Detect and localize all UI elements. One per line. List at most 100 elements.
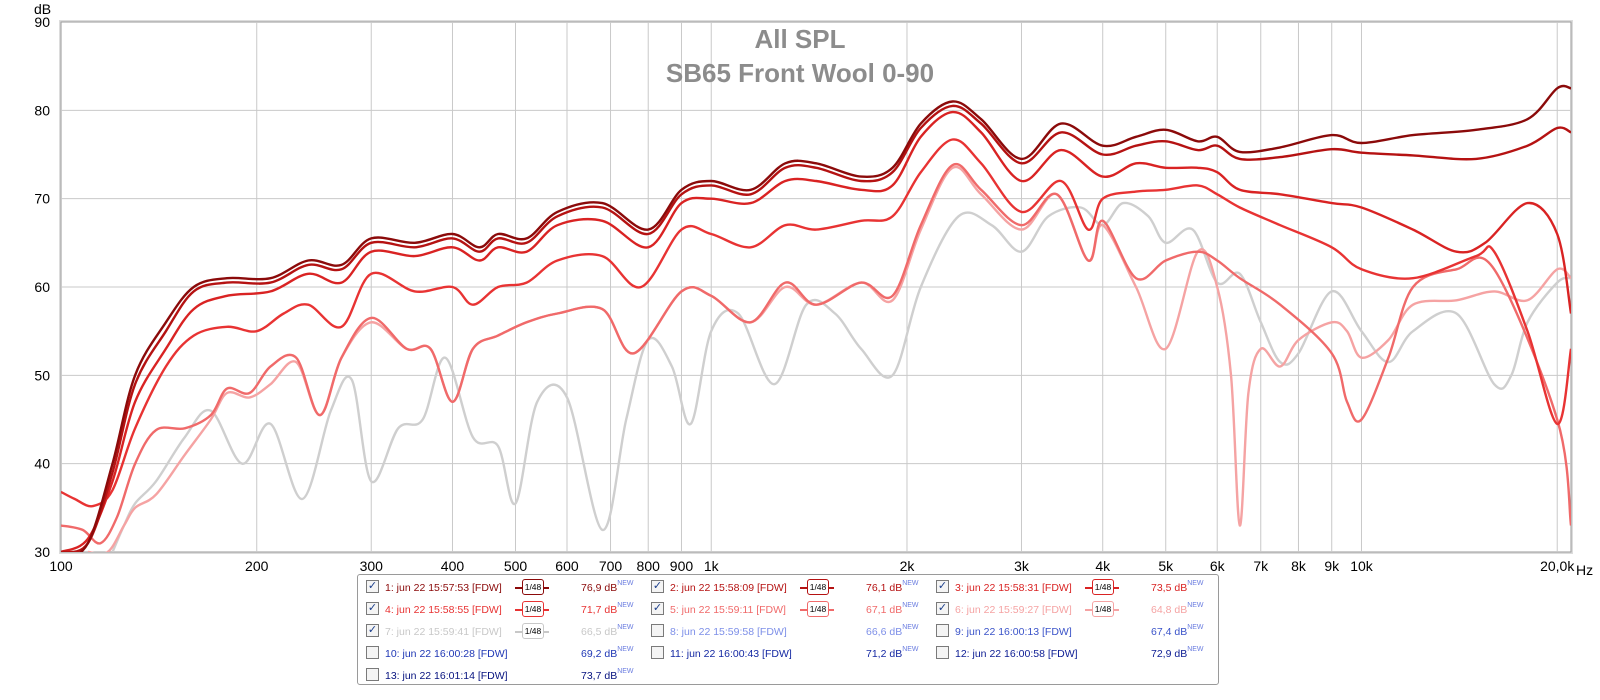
legend-value-text: 69,2 dB bbox=[581, 648, 618, 660]
legend-item: 9: jun 22 16:00:13 [FDW] 67,4 dBNEW bbox=[936, 623, 1216, 641]
smoothing-badge[interactable]: 1/48 bbox=[800, 579, 834, 595]
x-tick-label: 6k bbox=[1210, 558, 1226, 574]
x-tick-label: 1k bbox=[704, 558, 720, 574]
legend-value-text: 66,6 dB bbox=[866, 626, 903, 638]
smoothing-label: 1/48 bbox=[807, 579, 829, 595]
smoothing-badge[interactable]: 1/48 bbox=[515, 623, 549, 639]
chart-subtitle: SB65 Front Wool 0-90 bbox=[666, 58, 934, 88]
grid bbox=[61, 22, 1571, 552]
legend-label: 13: jun 22 16:01:14 [FDW] bbox=[385, 670, 508, 682]
y-tick-label: 50 bbox=[34, 367, 50, 383]
legend-checkbox[interactable]: ✓ bbox=[366, 580, 379, 593]
legend-checkbox[interactable] bbox=[651, 624, 664, 637]
legend-value-text: 73,5 dB bbox=[1151, 582, 1188, 594]
smoothing-badge[interactable]: 1/48 bbox=[1085, 579, 1119, 595]
y-tick-label: 40 bbox=[34, 456, 50, 472]
new-badge: NEW bbox=[1187, 646, 1204, 653]
new-badge: NEW bbox=[902, 580, 919, 587]
legend-value-text: 71,2 dB bbox=[866, 648, 903, 660]
legend-item: 11: jun 22 16:00:43 [FDW] 71,2 dBNEW bbox=[651, 645, 931, 663]
new-badge: NEW bbox=[617, 624, 634, 631]
smoothing-label: 1/48 bbox=[522, 601, 544, 617]
legend-label: 3: jun 22 15:58:31 [FDW] bbox=[955, 582, 1072, 594]
x-tick-label: 10k bbox=[1350, 558, 1374, 574]
legend-label: 1: jun 22 15:57:53 [FDW] bbox=[385, 582, 502, 594]
x-tick-label: 20,0k bbox=[1540, 558, 1575, 574]
x-tick-label: 9k bbox=[1324, 558, 1340, 574]
y-tick-label: 60 bbox=[34, 279, 50, 295]
legend-item: ✓ 1: jun 22 15:57:53 [FDW] 1/48 76,9 dBNEW bbox=[366, 579, 646, 597]
legend-value: 73,5 dBNEW bbox=[1151, 580, 1204, 594]
x-tick-label: 2k bbox=[900, 558, 916, 574]
legend-value: 66,5 dBNEW bbox=[581, 624, 634, 638]
legend-item: ✓ 4: jun 22 15:58:55 [FDW] 1/48 71,7 dBNEW bbox=[366, 601, 646, 619]
x-tick-label: 5k bbox=[1158, 558, 1174, 574]
legend-item: ✓ 2: jun 22 15:58:09 [FDW] 1/48 76,1 dBNEW bbox=[651, 579, 931, 597]
new-badge: NEW bbox=[902, 624, 919, 631]
legend-checkbox[interactable]: ✓ bbox=[936, 580, 949, 593]
legend-item: 8: jun 22 15:59:58 [FDW] 66,6 dBNEW bbox=[651, 623, 931, 641]
smoothing-badge[interactable]: 1/48 bbox=[1085, 601, 1119, 617]
legend-value-text: 76,1 dB bbox=[866, 582, 903, 594]
legend-item: 13: jun 22 16:01:14 [FDW] 73,7 dBNEW bbox=[366, 667, 646, 685]
legend-value-text: 66,5 dB bbox=[581, 626, 618, 638]
new-badge: NEW bbox=[902, 646, 919, 653]
legend-checkbox[interactable]: ✓ bbox=[651, 602, 664, 615]
legend-checkbox[interactable]: ✓ bbox=[366, 602, 379, 615]
series-line-7 bbox=[111, 201, 1571, 552]
legend-value: 67,1 dBNEW bbox=[866, 602, 919, 616]
legend-label: 9: jun 22 16:00:13 [FDW] bbox=[955, 626, 1072, 638]
x-tick-label: 200 bbox=[245, 558, 269, 574]
smoothing-badge[interactable]: 1/48 bbox=[515, 601, 549, 617]
x-tick-label: 600 bbox=[555, 558, 579, 574]
series-line-6 bbox=[87, 165, 1571, 552]
smoothing-badge[interactable]: 1/48 bbox=[515, 579, 549, 595]
legend-value: 66,6 dBNEW bbox=[866, 624, 919, 638]
legend-value-text: 73,7 dB bbox=[581, 670, 618, 682]
new-badge: NEW bbox=[902, 602, 919, 609]
smoothing-label: 1/48 bbox=[1092, 601, 1114, 617]
smoothing-label: 1/48 bbox=[522, 623, 544, 639]
x-tick-label: 700 bbox=[599, 558, 623, 574]
legend-value: 76,1 dBNEW bbox=[866, 580, 919, 594]
legend-value: 72,9 dBNEW bbox=[1151, 646, 1204, 660]
spl-chart: 30 40 50 60 70 80 90 100 200 300 400 500 600 700 800 90… bbox=[34, 1, 1593, 575]
legend-checkbox[interactable]: ✓ bbox=[936, 602, 949, 615]
x-tick-label: 3k bbox=[1014, 558, 1030, 574]
legend-checkbox[interactable] bbox=[366, 646, 379, 659]
legend-checkbox[interactable] bbox=[936, 646, 949, 659]
legend-checkbox[interactable]: ✓ bbox=[366, 624, 379, 637]
x-tick-label: 500 bbox=[504, 558, 528, 574]
series-layer bbox=[61, 84, 1571, 552]
legend-value: 67,4 dBNEW bbox=[1151, 624, 1204, 638]
legend-value-text: 76,9 dB bbox=[581, 582, 618, 594]
x-tick-label: 7k bbox=[1253, 558, 1269, 574]
legend-value-text: 71,7 dB bbox=[581, 604, 618, 616]
y-tick-label: 80 bbox=[34, 102, 50, 118]
y-tick-label: 90 bbox=[34, 14, 50, 30]
chart-title: All SPL bbox=[754, 24, 845, 54]
x-axis-unit: Hz bbox=[1576, 562, 1593, 575]
legend-item: 12: jun 22 16:00:58 [FDW] 72,9 dBNEW bbox=[936, 645, 1216, 663]
legend-label: 11: jun 22 16:00:43 [FDW] bbox=[670, 648, 792, 660]
legend-item: ✓ 5: jun 22 15:59:11 [FDW] 1/48 67,1 dBNEW bbox=[651, 601, 931, 619]
new-badge: NEW bbox=[617, 668, 634, 675]
legend-checkbox[interactable] bbox=[366, 668, 379, 681]
legend-value: 76,9 dBNEW bbox=[581, 580, 634, 594]
legend-item: ✓ 6: jun 22 15:59:27 [FDW] 1/48 64,8 dBNEW bbox=[936, 601, 1216, 619]
legend-checkbox[interactable] bbox=[651, 646, 664, 659]
y-tick-label: 30 bbox=[34, 544, 50, 560]
new-badge: NEW bbox=[617, 646, 634, 653]
series-line-2 bbox=[61, 104, 1571, 552]
legend-label: 2: jun 22 15:58:09 [FDW] bbox=[670, 582, 787, 594]
legend-checkbox[interactable]: ✓ bbox=[651, 580, 664, 593]
legend-label: 10: jun 22 16:00:28 [FDW] bbox=[385, 648, 508, 660]
legend-checkbox[interactable] bbox=[936, 624, 949, 637]
x-tick-label: 900 bbox=[670, 558, 694, 574]
legend-item: 10: jun 22 16:00:28 [FDW] 69,2 dBNEW bbox=[366, 645, 646, 663]
series-line-3 bbox=[61, 110, 1571, 552]
x-tick-label: 300 bbox=[360, 558, 384, 574]
legend-label: 12: jun 22 16:00:58 [FDW] bbox=[955, 648, 1078, 660]
smoothing-badge[interactable]: 1/48 bbox=[800, 601, 834, 617]
x-tick-label: 800 bbox=[637, 558, 661, 574]
